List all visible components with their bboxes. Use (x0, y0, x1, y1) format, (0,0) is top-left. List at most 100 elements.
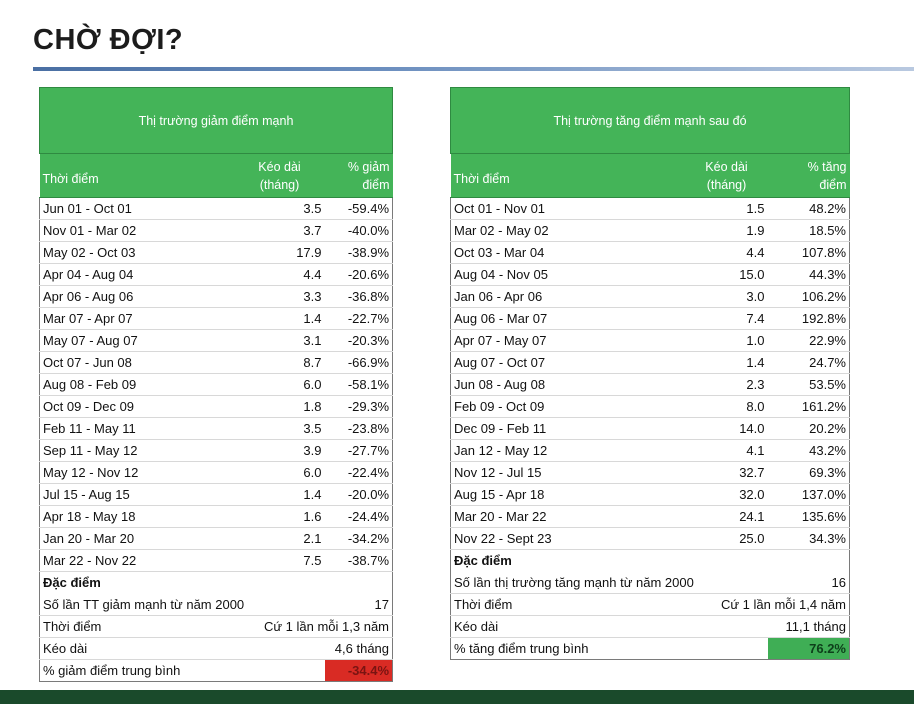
table-row: Nov 22 - Sept 23 25.0 34.3% (450, 527, 850, 550)
period-cell: Aug 15 - Apr 18 (450, 483, 686, 506)
table-row: Apr 18 - May 18 1.6 -24.4% (39, 505, 394, 528)
pct-cell: 135.6% (767, 505, 850, 528)
period-cell: Jun 01 - Oct 01 (39, 197, 235, 220)
table-row: Oct 01 - Nov 01 1.5 48.2% (450, 197, 850, 220)
table-row: Aug 04 - Nov 05 15.0 44.3% (450, 263, 850, 286)
duration-cell: 32.0 (685, 483, 768, 506)
header-period: Thời điểm (39, 153, 235, 198)
header-pct: % giảm điểm (324, 153, 393, 198)
table-row: May 12 - Nov 12 6.0 -22.4% (39, 461, 394, 484)
rally-table-title-row: Thị trường tăng điểm mạnh sau đó (450, 87, 850, 154)
pct-cell: -29.3% (324, 395, 394, 418)
duration-cell: 15.0 (685, 263, 768, 286)
header-period: Thời điểm (450, 153, 686, 198)
feature-value: Cứ 1 lần mỗi 1,3 năm (234, 615, 394, 638)
features-title: Đặc điểm (38, 571, 394, 594)
decline-table: Thị trường giảm điểm mạnh Thời điểm Kéo … (38, 87, 394, 682)
pct-cell: 107.8% (767, 241, 850, 264)
duration-cell: 3.9 (234, 439, 325, 462)
period-cell: Jan 20 - Mar 20 (39, 527, 235, 550)
pct-cell: -22.7% (324, 307, 394, 330)
feature-value: Cứ 1 lần mỗi 1,4 năm (685, 593, 850, 616)
feature-row: Kéo dài 11,1 tháng (450, 615, 850, 638)
period-cell: Nov 01 - Mar 02 (39, 219, 235, 242)
pct-cell: 22.9% (767, 329, 850, 352)
period-cell: Feb 11 - May 11 (39, 417, 235, 440)
table-row: Sep 11 - May 12 3.9 -27.7% (39, 439, 394, 462)
period-cell: Jan 12 - May 12 (450, 439, 686, 462)
duration-cell: 1.6 (234, 505, 325, 528)
table-row: Jan 06 - Apr 06 3.0 106.2% (450, 285, 850, 308)
average-row: % tăng điểm trung bình 76.2% (450, 637, 850, 660)
feature-label: Kéo dài (450, 615, 768, 638)
duration-cell: 8.0 (685, 395, 768, 418)
table-row: Jan 12 - May 12 4.1 43.2% (450, 439, 850, 462)
period-cell: May 07 - Aug 07 (39, 329, 235, 352)
pct-cell: 69.3% (767, 461, 850, 484)
header-pct-line2: điểm (819, 177, 847, 192)
duration-cell: 3.0 (685, 285, 768, 308)
pct-cell: -38.9% (324, 241, 394, 264)
period-cell: Mar 07 - Apr 07 (39, 307, 235, 330)
pct-cell: -40.0% (324, 219, 394, 242)
table-row: May 07 - Aug 07 3.1 -20.3% (39, 329, 394, 352)
duration-cell: 2.3 (685, 373, 768, 396)
feature-value: 16 (767, 571, 850, 594)
period-cell: May 02 - Oct 03 (39, 241, 235, 264)
pct-cell: 20.2% (767, 417, 850, 440)
rally-table-header-row: Thời điểm Kéo dài (tháng) % tăng điểm (450, 153, 850, 198)
feature-label: Thời điểm (450, 593, 686, 616)
table-row: Mar 20 - Mar 22 24.1 135.6% (450, 505, 850, 528)
duration-cell: 6.0 (234, 373, 325, 396)
pct-cell: -22.4% (324, 461, 394, 484)
pct-cell: 34.3% (767, 527, 850, 550)
period-cell: Jun 08 - Aug 08 (450, 373, 686, 396)
table-row: Oct 07 - Jun 08 8.7 -66.9% (39, 351, 394, 374)
header-duration-line1: Kéo dài (258, 159, 301, 174)
period-cell: Apr 04 - Aug 04 (39, 263, 235, 286)
duration-cell: 7.5 (234, 549, 325, 572)
table-row: Apr 07 - May 07 1.0 22.9% (450, 329, 850, 352)
period-cell: Oct 01 - Nov 01 (450, 197, 686, 220)
table-row: Mar 22 - Nov 22 7.5 -38.7% (39, 549, 394, 572)
table-row: Aug 08 - Feb 09 6.0 -58.1% (39, 373, 394, 396)
duration-cell: 17.9 (234, 241, 325, 264)
duration-cell: 4.4 (685, 241, 768, 264)
duration-cell: 1.0 (685, 329, 768, 352)
features-header-row: Đặc điểm (450, 549, 850, 572)
duration-cell: 3.5 (234, 197, 325, 220)
pct-cell: 161.2% (767, 395, 850, 418)
feature-label: Thời điểm (39, 615, 235, 638)
period-cell: Oct 03 - Mar 04 (450, 241, 686, 264)
average-value: 76.2% (767, 637, 850, 660)
average-label: % giảm điểm trung bình (39, 659, 325, 682)
pct-cell: 53.5% (767, 373, 850, 396)
table-row: Dec 09 - Feb 11 14.0 20.2% (450, 417, 850, 440)
period-cell: Aug 06 - Mar 07 (450, 307, 686, 330)
pct-cell: 192.8% (767, 307, 850, 330)
period-cell: Feb 09 - Oct 09 (450, 395, 686, 418)
period-cell: Apr 06 - Aug 06 (39, 285, 235, 308)
pct-cell: -34.2% (324, 527, 394, 550)
table-row: Apr 06 - Aug 06 3.3 -36.8% (39, 285, 394, 308)
duration-cell: 3.7 (234, 219, 325, 242)
duration-cell: 8.7 (234, 351, 325, 374)
period-cell: Nov 22 - Sept 23 (450, 527, 686, 550)
period-cell: Jul 15 - Aug 15 (39, 483, 235, 506)
pct-cell: 48.2% (767, 197, 850, 220)
table-row: Jun 08 - Aug 08 2.3 53.5% (450, 373, 850, 396)
table-row: Oct 03 - Mar 04 4.4 107.8% (450, 241, 850, 264)
pct-cell: -27.7% (324, 439, 394, 462)
table-row: Apr 04 - Aug 04 4.4 -20.6% (39, 263, 394, 286)
duration-cell: 1.4 (685, 351, 768, 374)
header-duration-line2: (tháng) (706, 177, 747, 192)
table-row: Aug 06 - Mar 07 7.4 192.8% (450, 307, 850, 330)
pct-cell: -20.3% (324, 329, 394, 352)
pct-cell: 44.3% (767, 263, 850, 286)
feature-label: Số lần thị trường tăng mạnh từ năm 2000 (450, 571, 768, 594)
feature-row: Thời điểm Cứ 1 lần mỗi 1,3 năm (39, 615, 394, 638)
table-row: Jul 15 - Aug 15 1.4 -20.0% (39, 483, 394, 506)
period-cell: May 12 - Nov 12 (39, 461, 235, 484)
duration-cell: 2.1 (234, 527, 325, 550)
feature-value: 11,1 tháng (767, 615, 850, 638)
